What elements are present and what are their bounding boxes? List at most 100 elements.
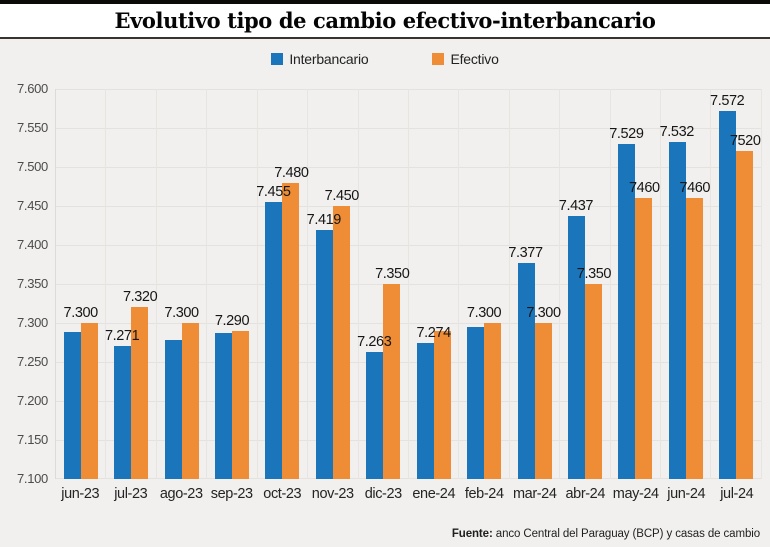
grid-line [56, 128, 762, 129]
bar-value-label: 7.274 [416, 325, 452, 342]
bar-group: 7.437 7.350 [558, 89, 611, 479]
bar-value-label: 7.300 [526, 305, 561, 321]
legend-label-efectivo: Efectivo [450, 51, 499, 67]
bar-group: 7.300 [459, 89, 510, 479]
grid-line [56, 401, 762, 402]
bar-group: 7.377 7.300 [508, 89, 561, 479]
bar-value-label: 7.271 [104, 327, 140, 344]
bar-value-label: 7.480 [274, 164, 309, 181]
bar-efectivo [484, 323, 502, 479]
bar-interbancario [366, 351, 384, 479]
bar-efectivo [231, 330, 249, 479]
y-axis-tick-label: 7.150 [16, 432, 48, 447]
x-axis-tick-label: dic-23 [364, 486, 402, 502]
x-axis-tick-label: jul-24 [720, 486, 754, 502]
grid-line [56, 284, 762, 285]
y-axis-tick-label: 7.600 [16, 81, 48, 96]
x-axis-tick-label: mar-24 [512, 486, 557, 502]
x-axis-tick-label: may-24 [612, 486, 659, 502]
bar-efectivo [282, 182, 300, 479]
source-text: anco Central del Paraguay (BCP) y casas … [492, 528, 760, 540]
x-axis-tick-label: jul-23 [114, 486, 148, 502]
chart-title: Evolutivo tipo de cambio efectivo-interb… [114, 8, 656, 33]
bar-interbancario [719, 110, 737, 479]
y-axis-tick-label: 7.100 [16, 471, 48, 486]
grid-line [56, 245, 762, 246]
bar-value-label: 7.437 [558, 198, 594, 215]
x-axis-tick-label: jun-23 [61, 486, 100, 502]
bar-interbancario [517, 262, 535, 479]
grid-line [56, 323, 762, 324]
bar-interbancario [567, 216, 585, 479]
bar-interbancario [467, 326, 485, 479]
x-axis-tick-label: jun-24 [667, 486, 706, 502]
bar-value-label: 7.419 [306, 212, 342, 229]
bar-value-label: 7.532 [659, 124, 695, 141]
bar-value-label: 7.350 [375, 266, 410, 282]
bar-group: 7.455 7.480 [256, 89, 309, 479]
bar-efectivo [584, 284, 602, 479]
x-axis-tick-label: abr-24 [565, 486, 605, 502]
bar-value-label: 7.572 [710, 92, 745, 109]
bar-value-label: 7.455 [256, 184, 291, 201]
y-axis-tick-label: 7.500 [16, 159, 48, 174]
bar-interbancario [114, 345, 132, 479]
x-axis-tick-label: sep-23 [210, 486, 253, 502]
bar-interbancario [214, 333, 232, 479]
grid-line [56, 362, 762, 363]
bar-value-label: 7.300 [164, 305, 199, 321]
x-axis-tick-label: ene-24 [412, 486, 456, 502]
legend-swatch-interbancario-icon [271, 53, 284, 65]
bar-interbancario [618, 144, 636, 479]
bar-value-label: 7520 [729, 133, 761, 150]
bar-group: 7.529 7460 [609, 89, 662, 479]
bar-efectivo [635, 198, 653, 479]
bar-value-label: 7.377 [508, 244, 543, 261]
chart-legend: Interbancario Efectivo [0, 50, 770, 68]
bar-group: 7.290 [207, 89, 258, 479]
y-axis-tick-label: 7.450 [16, 198, 48, 213]
bar-efectivo [181, 323, 199, 479]
bar-group: 7.300 [56, 89, 107, 479]
bar-efectivo [685, 198, 703, 479]
legend-item-efectivo: Efectivo [432, 51, 499, 67]
y-axis-tick-label: 7.300 [16, 315, 48, 330]
y-axis-tick-label: 7.350 [16, 276, 48, 291]
x-axis-tick-label: oct-23 [263, 486, 302, 502]
grid-line [56, 440, 762, 441]
y-axis: 7.100 7.150 7.200 7.250 7.300 7.350 7.400 7.450… [0, 81, 48, 486]
plot-area: 7.300 7.271 7.320 7.300 7.290 7.455 7.480 7.419… [55, 89, 762, 479]
x-axis-tick-label: nov-23 [311, 486, 354, 502]
bar-group: 7.271 7.320 [104, 89, 158, 479]
legend-swatch-efectivo-icon [432, 53, 445, 65]
bar-value-label: 7.450 [324, 188, 360, 204]
bar-value-label: 7.300 [466, 305, 502, 321]
grid-line [56, 478, 762, 479]
bar-efectivo [332, 206, 350, 479]
source-note: Fuente: anco Central del Paraguay (BCP) … [452, 528, 760, 540]
bar-group: 7.419 7.450 [306, 89, 360, 479]
bar-value-label: 7.263 [357, 333, 392, 350]
legend-label-interbancario: Interbancario [289, 51, 369, 67]
bar-value-label: 7.320 [122, 289, 158, 306]
bar-efectivo [80, 323, 98, 479]
bar-value-label: 7460 [679, 180, 711, 197]
y-axis-tick-label: 7.550 [16, 120, 48, 135]
legend-item-interbancario: Interbancario [271, 51, 369, 67]
y-axis-tick-label: 7.400 [16, 237, 48, 252]
y-axis-tick-label: 7.200 [16, 393, 48, 408]
x-axis: jun-23 jul-23 ago-23 sep-23 oct-23 nov-23 dic-… [55, 479, 762, 502]
x-axis-tick-label: feb-24 [464, 486, 504, 502]
y-axis-tick-label: 7.250 [16, 354, 48, 369]
grid-line [56, 206, 762, 207]
x-axis-tick-label: ago-23 [159, 486, 203, 502]
bar-efectivo [131, 307, 149, 479]
grid-line [56, 89, 762, 90]
bar-value-label: 7460 [629, 180, 660, 197]
title-bar: Evolutivo tipo de cambio efectivo-interb… [0, 0, 770, 39]
bar-interbancario [416, 343, 434, 479]
source-label: Fuente: [451, 528, 493, 540]
bar-value-label: 7.290 [214, 312, 250, 329]
bar-interbancario [265, 202, 283, 479]
